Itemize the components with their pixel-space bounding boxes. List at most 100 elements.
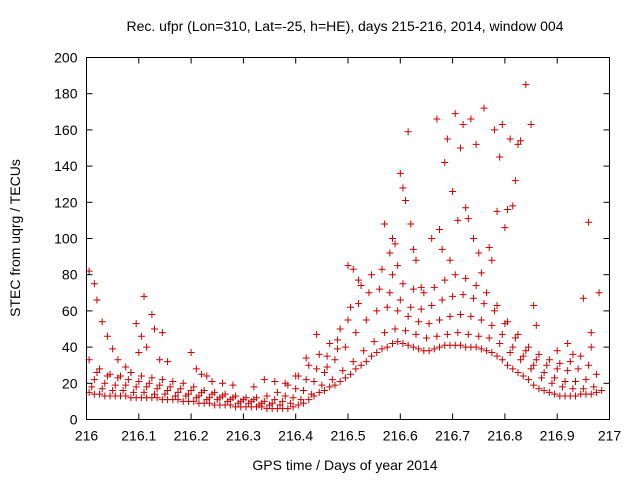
data-point [164, 358, 172, 366]
x-tick-label: 216.6 [383, 428, 418, 444]
data-point [498, 330, 506, 338]
data-point [472, 282, 480, 290]
data-point [302, 354, 310, 362]
data-point [357, 361, 365, 369]
data-point [472, 140, 480, 148]
data-point [336, 325, 344, 333]
data-point [436, 316, 444, 324]
data-point [310, 377, 318, 385]
data-point [352, 365, 360, 373]
data-point [477, 269, 485, 277]
data-point [527, 120, 535, 128]
data-point [90, 376, 98, 384]
data-point [344, 262, 352, 270]
data-point [339, 367, 347, 375]
data-point [498, 120, 506, 128]
data-point [124, 376, 132, 384]
x-tick-label: 216.7 [435, 428, 470, 444]
data-point [203, 372, 211, 380]
data-point [88, 383, 96, 391]
data-point [252, 394, 260, 402]
data-point [205, 394, 213, 402]
data-point [386, 289, 394, 297]
data-point [300, 387, 308, 395]
data-point [341, 374, 349, 382]
data-point [501, 224, 509, 232]
data-point [378, 345, 386, 353]
data-point [498, 356, 506, 364]
data-point [132, 320, 140, 328]
data-point [169, 377, 177, 385]
data-point [462, 204, 470, 212]
x-tick-label: 217 [598, 428, 622, 444]
data-point [449, 292, 457, 300]
y-tick-label: 180 [54, 86, 78, 102]
data-point [334, 345, 342, 353]
data-point [399, 339, 407, 347]
data-point [425, 347, 433, 355]
data-point [582, 376, 590, 384]
data-point [522, 347, 530, 355]
data-point [506, 135, 514, 143]
data-point [370, 338, 378, 346]
y-tick-label: 20 [62, 375, 78, 391]
data-point [509, 343, 517, 351]
data-point [514, 140, 522, 148]
data-point [313, 365, 321, 373]
data-point [135, 377, 143, 385]
data-point [420, 289, 428, 297]
data-point [109, 387, 117, 395]
data-point [98, 318, 106, 326]
data-point [90, 280, 98, 288]
data-point [462, 274, 470, 282]
data-point [572, 377, 580, 385]
data-point [493, 301, 501, 309]
data-point [354, 300, 362, 308]
data-point [368, 352, 376, 360]
data-point [101, 379, 109, 387]
y-axis: 0 20 40 60 80 100 120 140 160 180 200 [54, 50, 610, 428]
data-point [273, 388, 281, 396]
data-point [532, 356, 540, 364]
data-point [164, 387, 172, 395]
data-point [553, 365, 561, 373]
data-point [496, 339, 504, 347]
data-point [506, 349, 514, 357]
data-point [289, 394, 297, 402]
data-point [383, 303, 391, 311]
data-point [315, 350, 323, 358]
data-point [158, 376, 166, 384]
data-point [305, 396, 313, 404]
data-point [347, 370, 355, 378]
data-point [135, 349, 143, 357]
data-point [292, 385, 300, 393]
data-point [192, 365, 200, 373]
y-tick-label: 140 [54, 158, 78, 174]
data-point [545, 388, 553, 396]
data-point [268, 399, 276, 407]
data-point [122, 381, 130, 389]
data-point [229, 381, 237, 389]
data-point [477, 316, 485, 324]
data-point [519, 352, 527, 360]
data-point [362, 358, 370, 366]
data-point [211, 388, 219, 396]
data-point [156, 381, 164, 389]
data-point [297, 396, 305, 404]
data-point [305, 361, 313, 369]
data-point [179, 379, 187, 387]
data-point [577, 352, 585, 360]
data-point [402, 196, 410, 204]
data-point [208, 377, 216, 385]
data-point [535, 350, 543, 358]
data-point [522, 81, 530, 89]
data-point [483, 347, 491, 355]
data-point [464, 330, 472, 338]
data-point [388, 339, 396, 347]
data-point [174, 396, 182, 404]
data-point [145, 379, 153, 387]
data-point [232, 392, 240, 400]
data-point [425, 320, 433, 328]
data-point [132, 383, 140, 391]
data-point [585, 218, 593, 226]
